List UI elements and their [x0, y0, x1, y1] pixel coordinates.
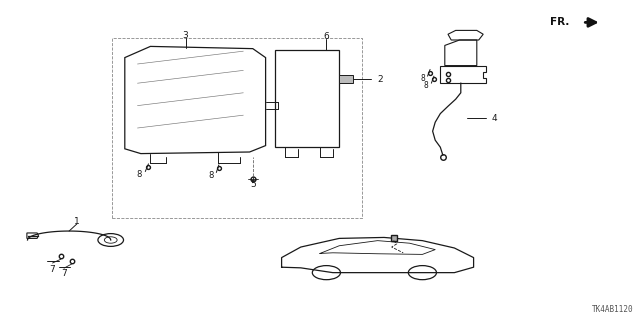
Text: TK4AB1120: TK4AB1120	[592, 305, 634, 314]
Text: 7: 7	[61, 269, 67, 278]
Text: 4: 4	[492, 114, 497, 123]
Text: 8: 8	[424, 81, 429, 90]
Text: 8: 8	[209, 171, 214, 180]
Text: FR.: FR.	[550, 17, 570, 28]
Text: 3: 3	[183, 31, 188, 40]
Text: 8: 8	[420, 74, 425, 83]
Text: 5: 5	[250, 180, 255, 189]
Text: 2: 2	[378, 75, 383, 84]
Text: 1: 1	[74, 217, 79, 226]
Text: 7: 7	[50, 265, 55, 274]
Text: 8: 8	[137, 170, 142, 179]
Text: 6: 6	[324, 32, 329, 41]
FancyBboxPatch shape	[339, 75, 353, 83]
